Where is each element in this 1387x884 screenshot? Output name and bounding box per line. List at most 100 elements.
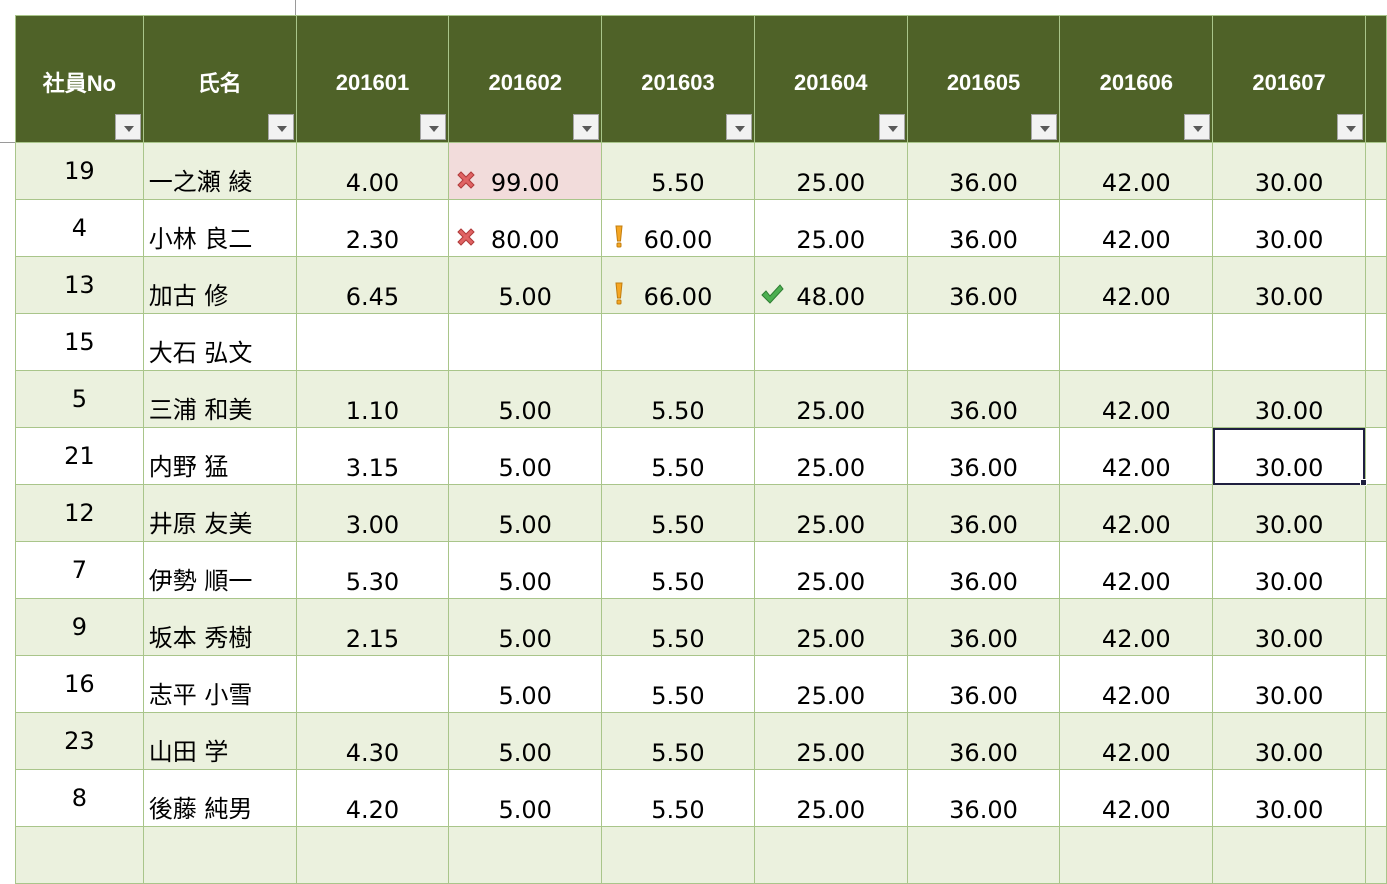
value-cell[interactable]: 3.15	[295, 427, 450, 485]
header-employee-no[interactable]: 社員No	[15, 15, 144, 143]
value-cell[interactable]: 25.00	[753, 142, 908, 200]
value-cell[interactable]	[1364, 598, 1387, 656]
value-cell[interactable]: 5.50	[601, 484, 755, 542]
filter-dropdown-icon[interactable]	[878, 114, 905, 140]
filter-dropdown-icon[interactable]	[725, 114, 752, 140]
value-cell[interactable]	[601, 826, 755, 884]
value-cell[interactable]	[1364, 541, 1387, 599]
value-cell[interactable]: 42.00	[1059, 370, 1214, 428]
header-month[interactable]: 201607	[1212, 15, 1366, 143]
value-cell[interactable]: 60.00	[601, 199, 755, 257]
value-cell[interactable]: 25.00	[753, 199, 908, 257]
value-cell[interactable]: 48.00	[753, 256, 908, 314]
employee-no-cell[interactable]: 7	[15, 541, 144, 599]
value-cell[interactable]	[295, 826, 450, 884]
value-cell[interactable]: 36.00	[906, 655, 1061, 713]
value-cell[interactable]: 42.00	[1059, 256, 1214, 314]
value-cell[interactable]: 36.00	[906, 199, 1061, 257]
employee-name-cell[interactable]	[142, 826, 297, 884]
value-cell[interactable]: 5.00	[448, 541, 603, 599]
value-cell[interactable]	[1212, 826, 1366, 884]
value-cell[interactable]: 36.00	[906, 712, 1061, 770]
employee-name-cell[interactable]: 志平 小雪	[142, 655, 297, 713]
value-cell[interactable]: 42.00	[1059, 598, 1214, 656]
filter-dropdown-icon[interactable]	[573, 114, 600, 140]
value-cell[interactable]	[1364, 826, 1387, 884]
value-cell[interactable]	[601, 313, 755, 371]
value-cell[interactable]	[1364, 142, 1387, 200]
value-cell[interactable]: 30.00	[1212, 769, 1366, 827]
filter-dropdown-icon[interactable]	[1031, 114, 1058, 140]
header-cell[interactable]	[1364, 15, 1387, 143]
value-cell[interactable]: 42.00	[1059, 655, 1214, 713]
header-month[interactable]: 201605	[906, 15, 1061, 143]
value-cell[interactable]: 42.00	[1059, 541, 1214, 599]
value-cell[interactable]: 30.00	[1212, 142, 1366, 200]
value-cell[interactable]: 25.00	[753, 427, 908, 485]
value-cell[interactable]: 36.00	[906, 484, 1061, 542]
value-cell[interactable]: 30.00	[1212, 655, 1366, 713]
value-cell[interactable]: 99.00	[448, 142, 603, 200]
employee-name-cell[interactable]: 大石 弘文	[142, 313, 297, 371]
value-cell[interactable]	[295, 655, 450, 713]
value-cell[interactable]: 5.50	[601, 370, 755, 428]
value-cell[interactable]: 36.00	[906, 370, 1061, 428]
value-cell[interactable]: 2.30	[295, 199, 450, 257]
value-cell[interactable]: 5.00	[448, 427, 603, 485]
value-cell[interactable]	[295, 313, 450, 371]
filter-dropdown-icon[interactable]	[267, 114, 294, 140]
value-cell[interactable]: 5.50	[601, 427, 755, 485]
value-cell[interactable]	[1364, 769, 1387, 827]
value-cell[interactable]: 4.00	[295, 142, 450, 200]
employee-no-cell[interactable]	[15, 826, 144, 884]
value-cell[interactable]: 66.00	[601, 256, 755, 314]
value-cell[interactable]	[448, 313, 603, 371]
header-month[interactable]: 201602	[448, 15, 603, 143]
value-cell[interactable]: 6.45	[295, 256, 450, 314]
value-cell[interactable]	[1364, 256, 1387, 314]
value-cell[interactable]	[753, 826, 908, 884]
value-cell[interactable]	[448, 826, 603, 884]
value-cell[interactable]: 1.10	[295, 370, 450, 428]
filter-dropdown-icon[interactable]	[1336, 114, 1363, 140]
value-cell[interactable]	[906, 313, 1061, 371]
employee-no-cell[interactable]: 21	[15, 427, 144, 485]
header-month[interactable]: 201606	[1059, 15, 1214, 143]
filter-dropdown-icon[interactable]	[114, 114, 141, 140]
value-cell[interactable]: 36.00	[906, 256, 1061, 314]
value-cell[interactable]: 25.00	[753, 712, 908, 770]
value-cell[interactable]: 42.00	[1059, 484, 1214, 542]
value-cell[interactable]	[906, 826, 1061, 884]
employee-name-cell[interactable]: 小林 良二	[142, 199, 297, 257]
value-cell[interactable]: 30.00	[1212, 256, 1366, 314]
value-cell[interactable]: 5.00	[448, 769, 603, 827]
value-cell[interactable]: 30.00	[1212, 199, 1366, 257]
employee-name-cell[interactable]: 伊勢 順一	[142, 541, 297, 599]
value-cell[interactable]: 5.50	[601, 712, 755, 770]
header-month[interactable]: 201603	[601, 15, 755, 143]
value-cell[interactable]: 4.20	[295, 769, 450, 827]
employee-name-cell[interactable]: 内野 猛	[142, 427, 297, 485]
header-month[interactable]: 201604	[753, 15, 908, 143]
value-cell[interactable]: 36.00	[906, 541, 1061, 599]
header-name[interactable]: 氏名	[142, 15, 297, 143]
value-cell[interactable]	[1364, 370, 1387, 428]
value-cell[interactable]: 5.00	[448, 655, 603, 713]
value-cell[interactable]: 25.00	[753, 541, 908, 599]
filter-dropdown-icon[interactable]	[1184, 114, 1211, 140]
value-cell[interactable]: 5.00	[448, 712, 603, 770]
value-cell[interactable]: 30.00	[1212, 712, 1366, 770]
value-cell[interactable]	[1364, 427, 1387, 485]
employee-no-cell[interactable]: 8	[15, 769, 144, 827]
value-cell[interactable]: 2.15	[295, 598, 450, 656]
employee-no-cell[interactable]: 9	[15, 598, 144, 656]
employee-no-cell[interactable]: 12	[15, 484, 144, 542]
employee-no-cell[interactable]: 16	[15, 655, 144, 713]
employee-no-cell[interactable]: 5	[15, 370, 144, 428]
value-cell[interactable]: 25.00	[753, 769, 908, 827]
value-cell[interactable]	[1364, 313, 1387, 371]
value-cell[interactable]: 42.00	[1059, 142, 1214, 200]
value-cell[interactable]: 30.00	[1212, 484, 1366, 542]
employee-name-cell[interactable]: 加古 修	[142, 256, 297, 314]
value-cell[interactable]: 5.50	[601, 142, 755, 200]
